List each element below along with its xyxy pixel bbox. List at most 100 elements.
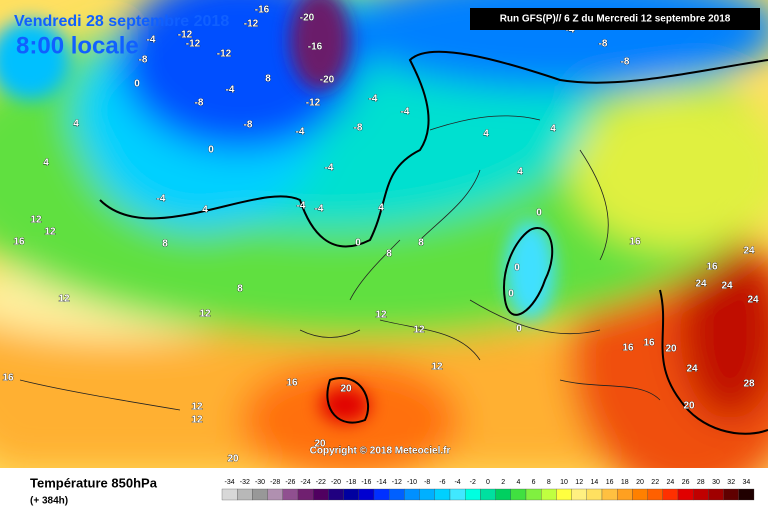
scale-label: 34 — [743, 479, 751, 486]
map-label: 4 — [43, 158, 49, 169]
scale-swatch — [434, 488, 451, 501]
scale-swatch — [404, 488, 420, 501]
map-label: -8 — [195, 98, 204, 109]
map-label: 4 — [73, 119, 79, 130]
scale-swatch — [571, 488, 587, 501]
forecast-date: Vendredi 28 septembre 2018 — [14, 13, 229, 30]
footer-lead: (+ 384h) — [30, 496, 68, 507]
map-label: 20 — [665, 344, 677, 355]
scale-label: 8 — [547, 479, 551, 486]
scale-swatch — [647, 488, 663, 501]
scale-label: -20 — [331, 479, 341, 486]
map-label: 12 — [44, 227, 56, 238]
map-label: -8 — [354, 123, 363, 134]
map-label: 12 — [30, 215, 42, 226]
scale-label: 26 — [682, 479, 690, 486]
map-label: -4 — [566, 25, 575, 36]
scale-label: 20 — [636, 479, 644, 486]
map-label: -16 — [255, 5, 270, 16]
scale-label: -6 — [439, 479, 445, 486]
zero-isotherm — [503, 227, 554, 316]
map-label: 16 — [622, 343, 634, 354]
map-label: 0 — [355, 238, 361, 249]
map-label: 4 — [550, 124, 556, 135]
map-label: 20 — [683, 401, 695, 412]
scale-swatch — [282, 488, 299, 501]
scale-swatch — [389, 488, 405, 501]
scale-label: -8 — [424, 479, 430, 486]
zero-isotherm — [99, 50, 768, 248]
scale-label: 10 — [560, 479, 568, 486]
scale-swatch — [738, 488, 755, 501]
map-label: 8 — [386, 249, 392, 260]
map-label: 28 — [743, 379, 755, 390]
map-label: 12 — [191, 402, 203, 413]
scale-swatch — [465, 488, 481, 501]
scale-label: 12 — [575, 479, 583, 486]
scale-label: 16 — [606, 479, 614, 486]
map-label: 24 — [686, 364, 698, 375]
scale-swatch — [313, 488, 329, 501]
map-labels: -16-20-12-12-4 -12-12-880-4-16-20-12-8 -4-… — [2, 4, 759, 465]
map-label: 24 — [721, 281, 733, 292]
scale-label: -2 — [470, 479, 476, 486]
scale-swatch — [221, 488, 238, 501]
scale-label: 22 — [651, 479, 659, 486]
map-label: -4 — [157, 194, 166, 205]
map-label: 16 — [13, 237, 25, 248]
scale-swatch — [328, 488, 344, 501]
scale-swatch — [556, 488, 572, 501]
footer-title: Température 850hPa — [30, 475, 158, 490]
scale-label: -22 — [316, 479, 326, 486]
scale-swatch — [632, 488, 648, 501]
map-label: 16 — [706, 262, 718, 273]
map-label: 12 — [58, 294, 70, 305]
map-label: 4 — [517, 167, 523, 178]
scale-swatch — [480, 488, 496, 501]
coastline — [19, 115, 661, 411]
color-scale: -34 -32 -30 -28 -26 -24 -22 -20 -18 -16 -14 -12 -10-… — [221, 479, 755, 501]
map-label: 16 — [286, 378, 298, 389]
scale-swatch — [510, 488, 527, 501]
map-label: 8 — [162, 239, 168, 250]
scale-label: 18 — [621, 479, 629, 486]
map-label: 8 — [265, 74, 271, 85]
scale-swatch — [343, 488, 359, 501]
map-label: 8 — [418, 238, 424, 249]
scale-label: -16 — [361, 479, 371, 486]
map-label: 4 — [378, 203, 384, 214]
scale-label: 32 — [727, 479, 735, 486]
map-label: 20 — [227, 454, 239, 465]
copyright: Copyright © 2018 Meteociel.fr — [310, 446, 451, 457]
map-label: 12 — [431, 362, 443, 373]
map-label: -4 — [315, 204, 324, 215]
scale-swatch — [419, 488, 435, 501]
map-label: -4 — [297, 201, 306, 212]
map-label: 12 — [375, 310, 387, 321]
scale-label: -26 — [285, 479, 295, 486]
forecast-time: 8:00 locale — [16, 32, 139, 59]
scale-label: 14 — [591, 479, 599, 486]
scale-label: 30 — [712, 479, 720, 486]
map-label: 0 — [134, 79, 140, 90]
map-label: -4 — [401, 107, 410, 118]
map-label: 0 — [514, 263, 520, 274]
map-label: 24 — [747, 295, 759, 306]
map-label: -12 — [186, 39, 201, 50]
scale-swatch — [495, 488, 511, 501]
run-info: Run GFS(P)// 6 Z du Mercredi 12 septembr… — [500, 14, 731, 25]
map-label: 0 — [516, 324, 522, 335]
isotherm — [659, 289, 768, 435]
scale-label: -24 — [301, 479, 311, 486]
map-label: -12 — [217, 49, 232, 60]
map-label: 0 — [208, 145, 214, 156]
map-label: -4 — [226, 85, 235, 96]
scale-label: 28 — [697, 479, 705, 486]
map-label: -4 — [147, 35, 156, 46]
scale-label: -32 — [240, 479, 250, 486]
map-label: 16 — [643, 338, 655, 349]
map-label: -8 — [244, 120, 253, 131]
map-label: 12 — [413, 325, 425, 336]
scale-label: 4 — [516, 479, 520, 486]
map-label: -12 — [244, 19, 259, 30]
